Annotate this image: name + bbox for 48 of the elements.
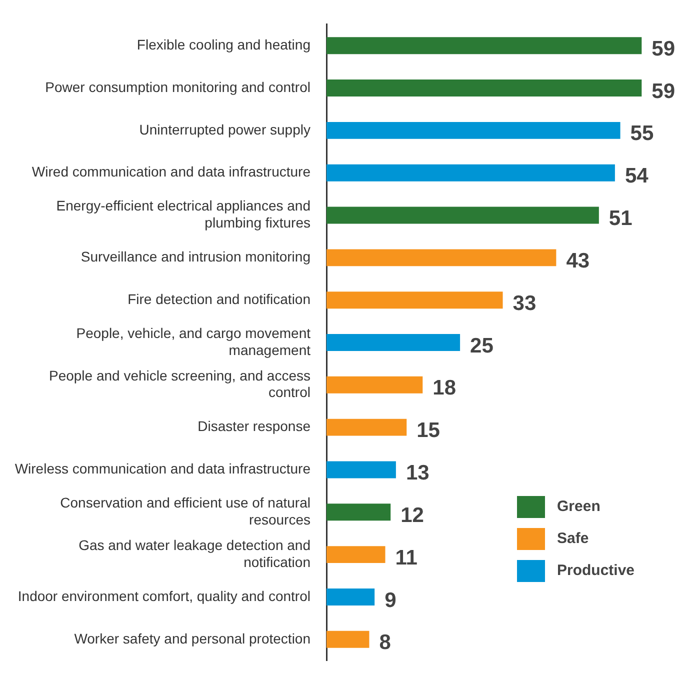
data-label: 43 xyxy=(566,249,590,272)
bar xyxy=(326,376,423,394)
y-tick-label: Flexible cooling and heating xyxy=(136,36,310,52)
y-tick-label: Surveillance and intrusion monitoring xyxy=(80,248,310,265)
y-tick-label: People and vehicle screening, and access control xyxy=(48,367,310,400)
y-tick-label: People, vehicle, and cargo movement management xyxy=(76,324,311,358)
data-label: 11 xyxy=(395,546,418,570)
bar xyxy=(326,249,556,266)
data-label: 12 xyxy=(400,504,424,527)
data-label: 25 xyxy=(470,334,494,358)
bar xyxy=(326,206,599,224)
y-tick-label: Wired communication and data infrastructure xyxy=(32,164,311,180)
y-tick-label: Conservation and efficient use of natural resources xyxy=(60,494,310,528)
bar xyxy=(326,461,396,478)
bar xyxy=(326,418,407,436)
y-tick-label: Gas and water leakage detection and notification xyxy=(78,537,310,570)
data-label: 18 xyxy=(432,376,456,400)
legend-label: Productive xyxy=(557,562,635,580)
bar xyxy=(326,504,391,521)
y-tick-label: Energy-efficient electrical appliances and plumbing fixtures xyxy=(56,198,310,231)
bar xyxy=(326,164,615,182)
y-tick-label: Worker safety and personal protection xyxy=(74,630,310,646)
bar xyxy=(326,122,620,139)
data-label: 54 xyxy=(624,164,649,188)
data-label: 8 xyxy=(379,631,392,654)
y-tick-label: Wireless communication and data infrastructure xyxy=(14,460,311,477)
bar xyxy=(326,588,375,606)
legend-label: Green xyxy=(557,498,600,516)
legend-label: Safe xyxy=(557,530,589,548)
data-label: 15 xyxy=(416,419,440,442)
y-tick-label: Power consumption monitoring and control xyxy=(45,78,310,95)
data-label: 13 xyxy=(406,462,430,485)
data-label: 59 xyxy=(652,80,676,103)
y-tick-label: Uninterrupted power supply xyxy=(139,121,310,138)
bar xyxy=(326,546,386,564)
bar xyxy=(326,334,460,351)
bar xyxy=(326,292,503,309)
y-tick-label: Indoor environment comfort, quality and control xyxy=(18,588,310,604)
data-label: 51 xyxy=(608,207,633,230)
y-tick-label: Disaster response xyxy=(198,418,311,434)
data-label: 33 xyxy=(512,292,536,315)
y-tick-label: Fire detection and notification xyxy=(128,290,310,307)
data-label: 9 xyxy=(384,588,396,612)
bar xyxy=(326,37,642,54)
bar xyxy=(326,80,642,97)
data-label: 59 xyxy=(652,37,676,60)
data-label: 55 xyxy=(630,122,654,146)
bar xyxy=(326,630,370,648)
